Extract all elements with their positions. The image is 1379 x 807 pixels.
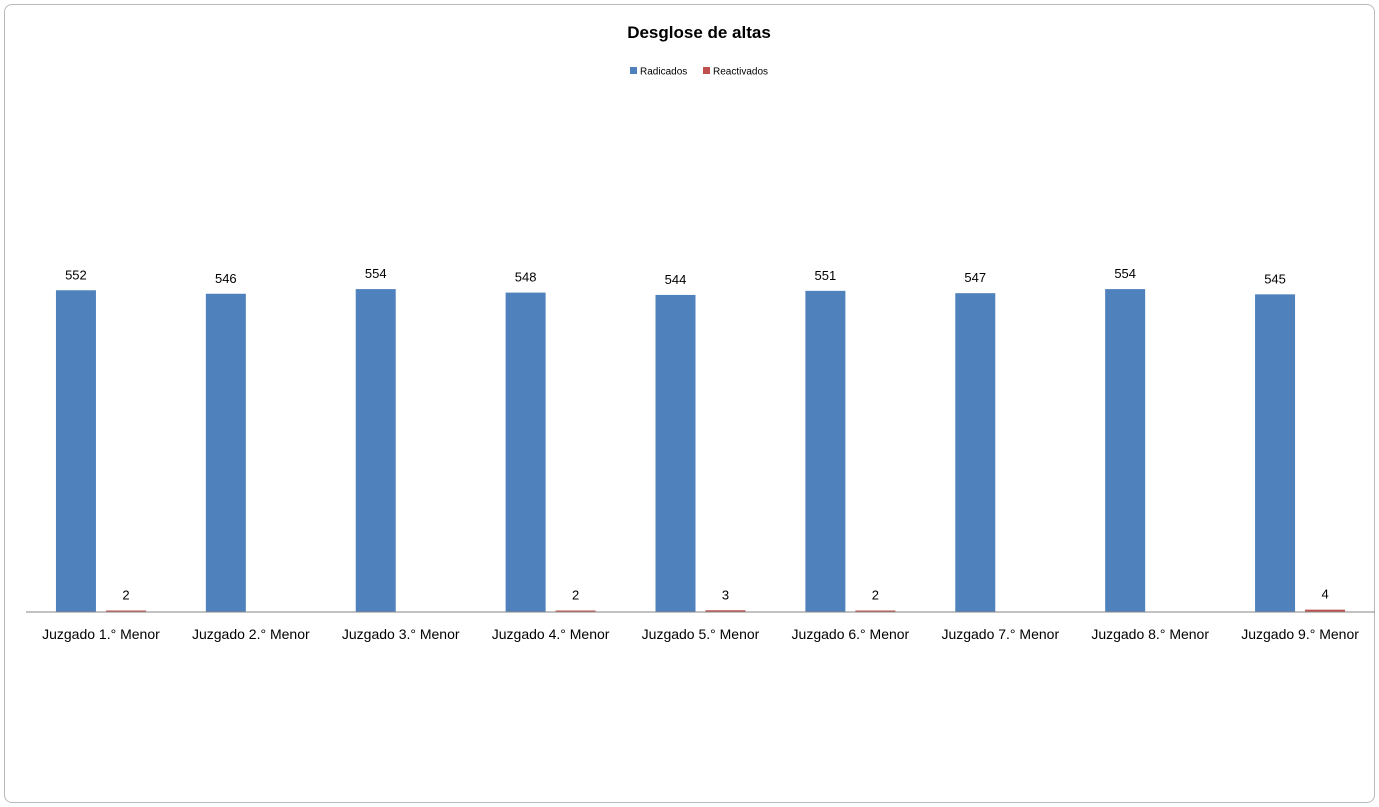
- data-label-radicados: 544: [665, 272, 687, 287]
- data-label-radicados: 551: [815, 268, 837, 283]
- bar-radicados: [505, 292, 546, 612]
- x-tick-label: Juzgado 5.° Menor: [642, 626, 760, 642]
- legend-swatch-radicados: [630, 67, 637, 74]
- legend: Radicados Reactivados: [630, 67, 768, 78]
- x-tick-label: Juzgado 8.° Menor: [1091, 626, 1209, 642]
- legend-label-radicados: Radicados: [640, 67, 687, 78]
- bar-radicados: [805, 290, 846, 612]
- legend-swatch-reactivados: [703, 67, 710, 74]
- bar-radicados: [55, 290, 96, 612]
- bar-reactivados: [1305, 609, 1346, 612]
- data-label-radicados: 554: [365, 266, 387, 281]
- bar-reactivados: [855, 610, 896, 612]
- bar-radicados: [355, 289, 396, 612]
- x-tick-label: Juzgado 9.° Menor: [1241, 626, 1359, 642]
- bar-reactivados: [555, 610, 596, 612]
- data-label-radicados: 545: [1264, 271, 1286, 286]
- data-label-radicados: 552: [65, 267, 87, 282]
- data-label-radicados: 548: [515, 270, 537, 285]
- data-label-reactivados: 2: [122, 588, 129, 603]
- chart-title: Desglose de altas: [627, 23, 771, 42]
- bar-radicados: [1105, 289, 1146, 612]
- bar-reactivados: [705, 610, 746, 612]
- x-tick-label: Juzgado 7.° Menor: [941, 626, 1059, 642]
- x-tick-label: Juzgado 3.° Menor: [342, 626, 460, 642]
- plot-area: 552 2 546 554 548 2 544 3 551 2 547 554 545 4: [55, 266, 1346, 612]
- data-label-reactivados: 4: [1321, 587, 1328, 602]
- data-label-radicados: 554: [1114, 266, 1136, 281]
- bar-radicados: [655, 294, 696, 612]
- data-label-reactivados: 2: [872, 588, 879, 603]
- data-label-radicados: 547: [964, 270, 986, 285]
- x-tick-label: Juzgado 1.° Menor: [42, 626, 160, 642]
- legend-label-reactivados: Reactivados: [713, 67, 768, 78]
- x-tick-label: Juzgado 6.° Menor: [792, 626, 910, 642]
- bar-radicados: [205, 293, 246, 612]
- data-label-reactivados: 3: [722, 587, 729, 602]
- bar-radicados: [1255, 294, 1296, 612]
- x-tick-label: Juzgado 4.° Menor: [492, 626, 610, 642]
- x-tick-label: Juzgado 2.° Menor: [192, 626, 310, 642]
- data-label-reactivados: 2: [572, 588, 579, 603]
- x-axis-ticks: Juzgado 1.° Menor Juzgado 2.° Menor Juzgad…: [42, 626, 1359, 642]
- bar-reactivados: [105, 610, 146, 612]
- data-label-radicados: 546: [215, 271, 237, 286]
- bar-radicados: [955, 293, 996, 612]
